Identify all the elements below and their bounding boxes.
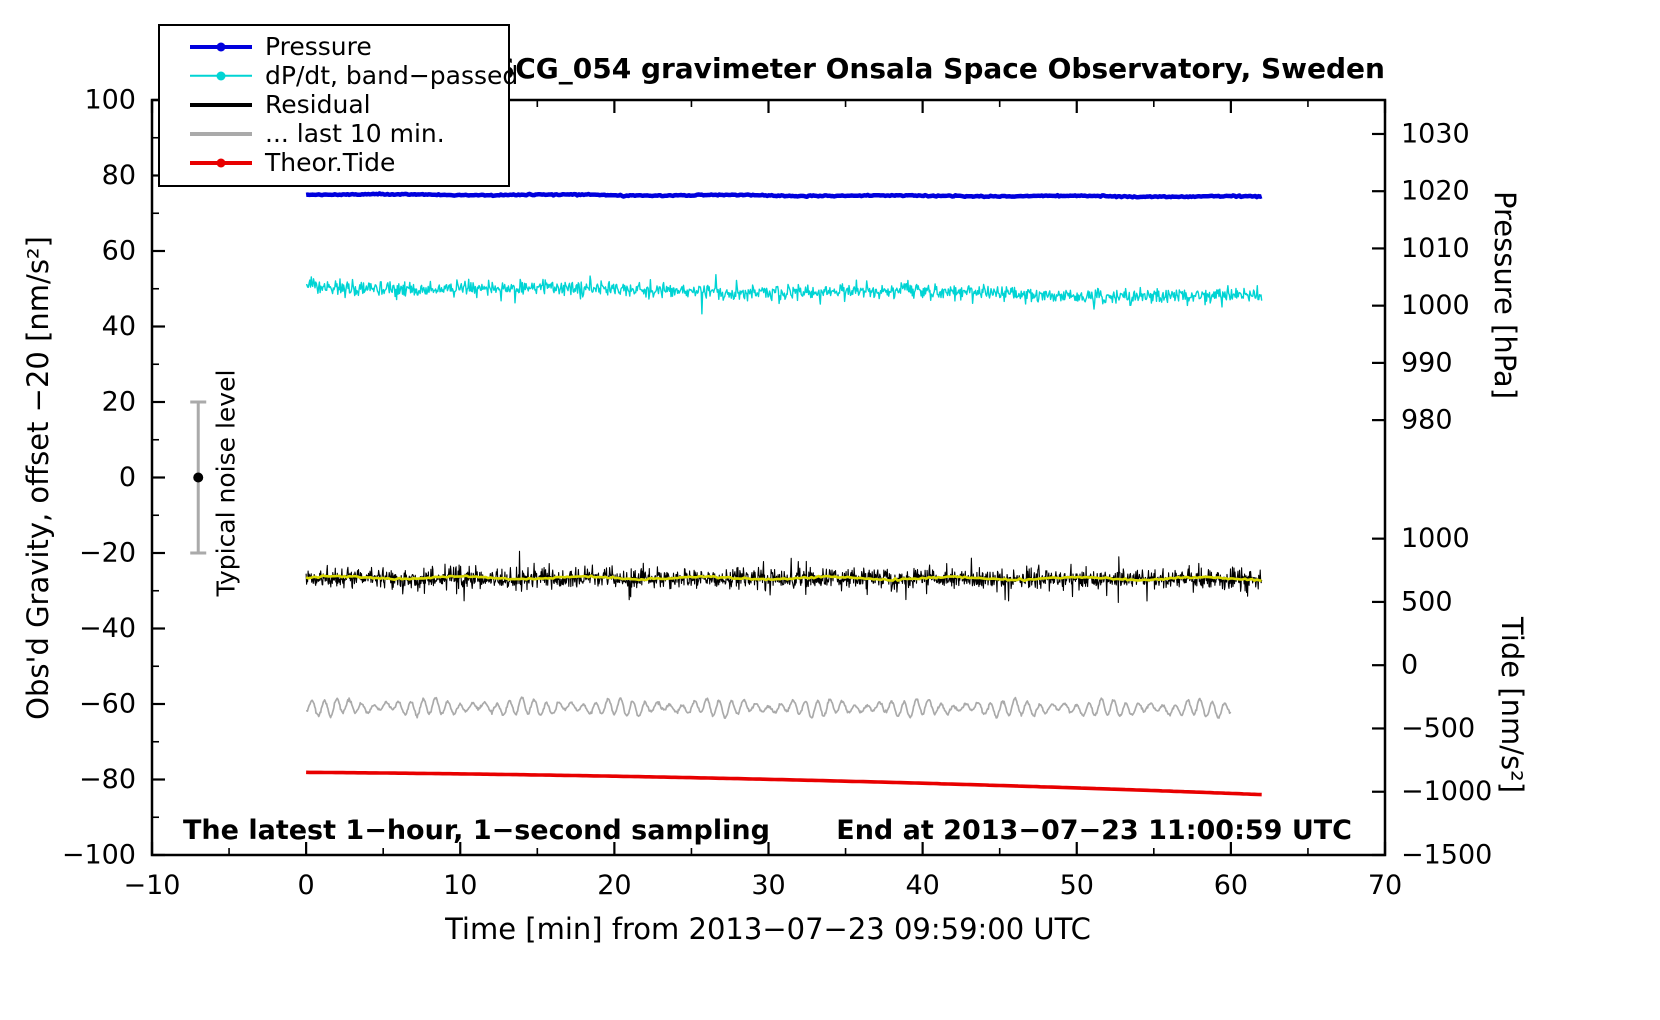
y-tick-label: −60 bbox=[79, 689, 136, 720]
tide-tick-label: −500 bbox=[1401, 713, 1475, 744]
x-tick-label: 20 bbox=[597, 870, 631, 901]
legend-dot bbox=[216, 42, 226, 51]
legend-line bbox=[190, 102, 252, 107]
x-tick-label: 30 bbox=[751, 870, 785, 901]
x-axis-label: Time [min] from 2013−07−23 09:59:00 UTC bbox=[445, 912, 1091, 946]
legend-marker bbox=[190, 98, 252, 112]
plot-frame bbox=[150, 98, 1387, 857]
x-tick-label: 10 bbox=[443, 870, 477, 901]
chart-title: SCG_054 gravimeter Onsala Space Observat… bbox=[495, 52, 1385, 85]
y-tick-label: 60 bbox=[102, 236, 136, 267]
series-theor-tide bbox=[306, 770, 1262, 797]
pressure-tick-label: 1030 bbox=[1401, 118, 1470, 149]
noise-marker-dot bbox=[193, 472, 204, 483]
legend-marker bbox=[190, 156, 252, 170]
y-axis-label-tide: Tide [nm/s²] bbox=[1495, 616, 1529, 794]
legend-item: dP/dt, band−passed bbox=[160, 61, 518, 90]
y-axis-label-left: Obs'd Gravity, offset −20 [nm/s²] bbox=[21, 236, 55, 720]
end-time-note: End at 2013−07−23 11:00:59 UTC bbox=[836, 815, 1352, 846]
legend-label: Theor.Tide bbox=[265, 148, 396, 177]
legend-label: Residual bbox=[265, 90, 371, 119]
legend-marker bbox=[190, 40, 252, 54]
pressure-tick-label: 1000 bbox=[1401, 290, 1470, 321]
x-tick-label: 50 bbox=[1060, 870, 1094, 901]
y-axis-label-pressure: Pressure [hPa] bbox=[1488, 190, 1522, 400]
y-tick-label: 20 bbox=[102, 387, 136, 418]
legend-dot bbox=[216, 71, 226, 80]
y-tick-label: −100 bbox=[62, 840, 136, 871]
pressure-tick-label: 990 bbox=[1401, 347, 1453, 378]
y-tick-label: 80 bbox=[102, 160, 136, 191]
legend-marker bbox=[190, 69, 252, 83]
legend-label: ... last 10 min. bbox=[265, 119, 445, 148]
series--last-10-min- bbox=[305, 696, 1232, 719]
y-tick-label: 40 bbox=[102, 311, 136, 342]
x-tick-label: 70 bbox=[1368, 870, 1402, 901]
noise-level-label: Typical noise level bbox=[211, 369, 241, 597]
legend-item: Pressure bbox=[160, 32, 508, 61]
tide-tick-label: 1000 bbox=[1401, 523, 1470, 554]
legend-marker bbox=[190, 127, 252, 141]
y-tick-label: −40 bbox=[79, 613, 136, 644]
pressure-tick-label: 1020 bbox=[1401, 176, 1470, 207]
legend-item: ... last 10 min. bbox=[160, 119, 508, 148]
pressure-tick-label: 1010 bbox=[1401, 233, 1470, 264]
y-tick-label: −80 bbox=[79, 764, 136, 795]
y-tick-label: 100 bbox=[84, 85, 136, 116]
legend-label: dP/dt, band−passed bbox=[265, 61, 519, 90]
legend-dot bbox=[216, 158, 226, 167]
x-tick-label: 60 bbox=[1214, 870, 1248, 901]
legend-label: Pressure bbox=[265, 32, 372, 61]
y-tick-label: 0 bbox=[119, 462, 136, 493]
tide-tick-label: −1000 bbox=[1401, 776, 1492, 807]
tide-tick-label: −1500 bbox=[1401, 840, 1492, 871]
series-dp-dt-band-passed bbox=[305, 274, 1263, 315]
legend-line bbox=[190, 131, 252, 136]
tide-tick-label: 500 bbox=[1401, 586, 1453, 617]
sampling-note: The latest 1−hour, 1−second sampling bbox=[183, 815, 770, 846]
x-tick-label: 0 bbox=[298, 870, 315, 901]
series-residual-smoothed-yellow-overlay- bbox=[305, 574, 1262, 583]
series-pressure bbox=[305, 191, 1263, 200]
legend-item: Residual bbox=[160, 90, 508, 119]
legend: Pressure dP/dt, band−passed Residual... la… bbox=[158, 24, 518, 187]
legend-item: Theor.Tide bbox=[160, 148, 508, 177]
pressure-tick-label: 980 bbox=[1401, 405, 1453, 436]
tide-tick-label: 0 bbox=[1401, 650, 1418, 681]
y-tick-label: −20 bbox=[79, 538, 136, 569]
x-tick-label: −10 bbox=[124, 870, 181, 901]
x-tick-label: 40 bbox=[905, 870, 939, 901]
